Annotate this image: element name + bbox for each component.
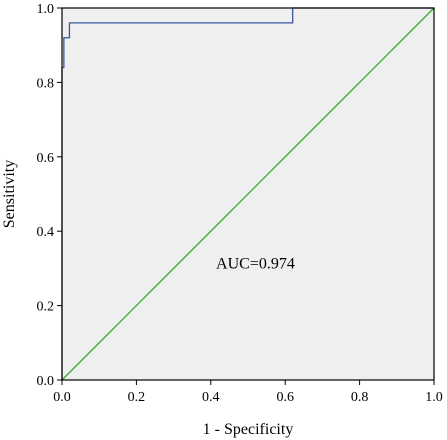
x-tick-label: 0.8	[351, 390, 369, 405]
x-tick-label: 0.6	[276, 390, 294, 405]
plot-frame	[61, 7, 435, 381]
x-axis-ticks: 0.0 0.2 0.4 0.6 0.8 1.0	[53, 380, 443, 405]
x-tick-label: 1.0	[425, 390, 443, 405]
y-axis-title: Sensitivity	[1, 160, 18, 228]
x-axis-title: 1 - Specificity	[203, 421, 294, 438]
roc-curve-line	[61, 7, 434, 380]
x-tick-label: 0.2	[128, 390, 146, 405]
y-tick-label: 0.4	[37, 225, 55, 240]
y-tick-label: 1.0	[37, 2, 55, 17]
reference-diagonal-line	[61, 7, 435, 381]
y-tick-label: 0.8	[37, 76, 55, 91]
annotation-layer: AUC=0.974	[216, 255, 295, 272]
series-layer	[61, 7, 435, 381]
y-tick-label: 0.0	[37, 374, 55, 389]
x-tick-label: 0.4	[202, 390, 220, 405]
x-tick-label: 0.0	[53, 390, 71, 405]
y-tick-label: 0.2	[37, 300, 55, 315]
y-tick-label: 0.6	[37, 151, 55, 166]
auc-annotation: AUC=0.974	[216, 255, 295, 272]
y-axis-ticks: 0.0 0.2 0.4 0.6 0.8 1.0	[37, 2, 62, 389]
